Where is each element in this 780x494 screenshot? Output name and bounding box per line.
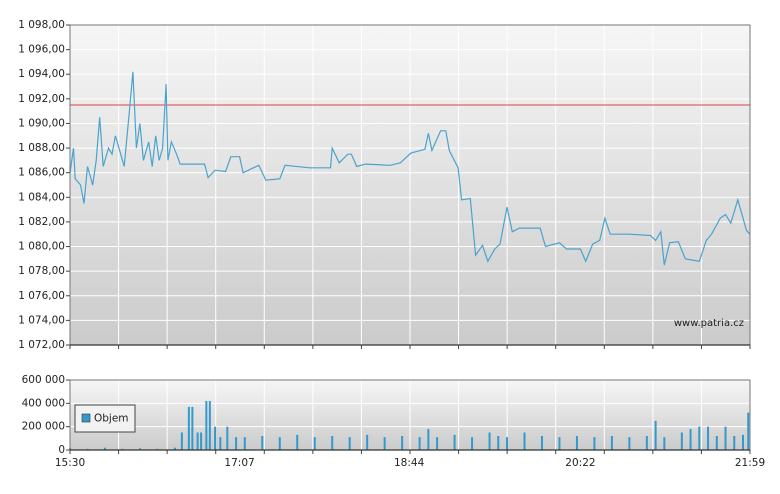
y-tick-label: 1 096,00 — [18, 44, 65, 56]
volume-bar — [173, 447, 176, 450]
volume-bar — [523, 432, 526, 450]
volume-bar — [261, 436, 264, 450]
volume-bar — [196, 432, 199, 450]
volume-bar — [401, 436, 404, 450]
y-tick-label: 1 088,00 — [18, 142, 65, 154]
volume-bar — [418, 437, 421, 450]
y-tick-label: 1 078,00 — [18, 265, 65, 277]
x-tick-label: 20:22 — [565, 457, 595, 469]
volume-bar — [575, 436, 578, 450]
legend-swatch — [81, 413, 91, 423]
volume-bar — [191, 406, 194, 450]
volume-bar — [103, 447, 106, 450]
volume-bar — [296, 434, 299, 450]
volume-bar — [471, 437, 474, 450]
y-tick-label: 1 074,00 — [18, 314, 65, 326]
x-tick-label: 15:30 — [55, 457, 85, 469]
volume-bar — [331, 436, 334, 450]
watermark: www.patria.cz — [674, 318, 744, 329]
volume-bar — [506, 437, 509, 450]
volume-bar — [208, 401, 211, 450]
y-tick-label: 0 — [58, 444, 65, 456]
volume-bar — [733, 436, 736, 450]
volume-bar — [436, 437, 439, 450]
y-tick-label: 600 000 — [22, 374, 65, 386]
volume-bar — [724, 426, 727, 450]
volume-bar — [180, 432, 183, 450]
volume-bar — [219, 437, 222, 450]
volume-bar — [366, 434, 369, 450]
volume-bar — [698, 426, 701, 450]
volume-bar — [348, 437, 351, 450]
volume-bar — [243, 437, 246, 450]
volume-bar — [663, 437, 666, 450]
volume-bar — [707, 426, 710, 450]
y-tick-label: 1 092,00 — [18, 93, 65, 105]
volume-bar — [689, 429, 692, 450]
volume-bar — [654, 420, 657, 450]
y-tick-label: 1 080,00 — [18, 241, 65, 253]
volume-bar — [742, 434, 745, 450]
volume-bar — [187, 406, 190, 450]
volume-bar — [453, 434, 456, 450]
volume-bar — [278, 437, 281, 450]
y-tick-label: 1 098,00 — [18, 19, 65, 31]
volume-bar — [313, 437, 316, 450]
volume-bar — [214, 426, 217, 450]
volume-bar — [540, 436, 543, 450]
volume-bar — [383, 437, 386, 450]
y-tick-label: 1 086,00 — [18, 167, 65, 179]
volume-bar — [593, 437, 596, 450]
volume-bar — [747, 412, 750, 450]
volume-bar — [235, 437, 238, 450]
y-tick-label: 1 090,00 — [18, 117, 65, 129]
y-tick-label: 1 082,00 — [18, 216, 65, 228]
x-tick-label: 17:07 — [224, 457, 254, 469]
x-tick-label: 18:44 — [394, 457, 425, 469]
volume-bar — [715, 436, 718, 450]
legend-label: Objem — [94, 413, 129, 425]
y-tick-label: 1 084,00 — [18, 191, 65, 203]
x-tick-label: 21:59 — [735, 457, 765, 469]
volume-bar — [680, 432, 683, 450]
y-tick-label: 200 000 — [22, 421, 65, 433]
y-tick-label: 1 076,00 — [18, 290, 65, 302]
volume-bar — [497, 436, 500, 450]
volume-bar — [226, 426, 229, 450]
y-tick-label: 1 072,00 — [18, 339, 65, 351]
volume-bar — [488, 432, 491, 450]
volume-bar — [558, 437, 561, 450]
volume-bar — [138, 448, 141, 450]
y-tick-label: 400 000 — [22, 397, 65, 409]
volume-bar — [610, 436, 613, 450]
volume-bar — [645, 436, 648, 450]
volume-bar — [200, 432, 203, 450]
volume-bar — [205, 401, 208, 450]
price-line — [69, 71, 751, 266]
y-tick-label: 1 094,00 — [18, 68, 65, 80]
volume-bar — [628, 437, 631, 450]
volume-bar — [427, 429, 430, 450]
